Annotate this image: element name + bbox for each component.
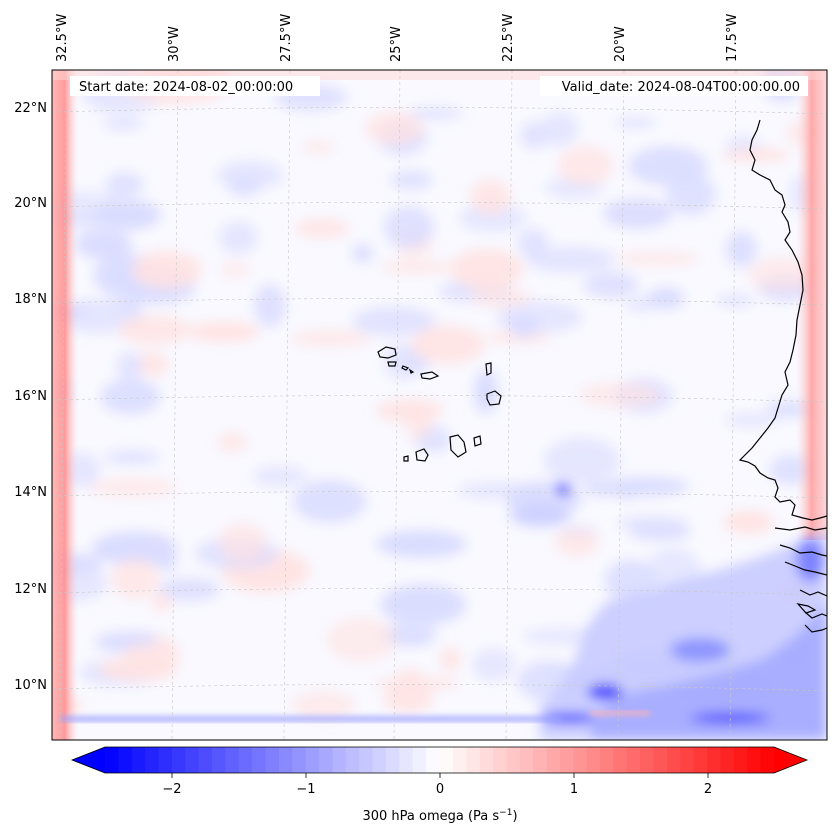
- parallel-line: [52, 491, 827, 499]
- colorbar-label-main: 300 hPa omega (Pa s: [362, 809, 499, 824]
- meridian-line: [505, 70, 513, 740]
- latitude-labels: 22°N 20°N 18°N 16°N 14°N 12°N 10°N: [14, 101, 47, 693]
- lon-label: 17.5°W: [725, 14, 740, 62]
- lat-label: 10°N: [14, 678, 47, 693]
- lon-label: 20°W: [613, 26, 628, 62]
- longitude-labels: 32.5°W 30°W 27.5°W 25°W 22.5°W 20°W 17.5…: [55, 14, 740, 62]
- africa-coast: [738, 119, 827, 521]
- meridian-line: [729, 70, 737, 740]
- lat-label: 18°N: [14, 292, 47, 307]
- colorbar-tick-label: −1: [296, 782, 315, 797]
- omega-field: [52, 70, 827, 740]
- lon-label: 30°W: [167, 26, 182, 62]
- lon-label: 27.5°W: [279, 14, 294, 62]
- parallel-line: [52, 395, 827, 403]
- colorbar-label-sup: −1: [499, 808, 512, 818]
- lat-label: 22°N: [14, 101, 47, 116]
- lat-label: 16°N: [14, 389, 47, 404]
- colorbar-ticks: [171, 773, 709, 778]
- colorbar-fill: [72, 747, 807, 773]
- graticule: [52, 70, 827, 740]
- start-date-text: Start date: 2024-08-02_00:00:00: [79, 80, 293, 95]
- colorbar-tick-label: 1: [570, 782, 578, 797]
- meridian-line: [617, 70, 625, 740]
- colorbar-tick-label: −2: [162, 782, 181, 797]
- parallel-line: [52, 107, 827, 115]
- lat-label: 12°N: [14, 582, 47, 597]
- meridian-line: [393, 70, 401, 740]
- colorbar-outline: [70, 746, 809, 774]
- meridian-line: [283, 70, 291, 740]
- parallel-line: [52, 588, 827, 596]
- cape-verde-islands: [377, 346, 397, 359]
- parallel-line: [52, 202, 827, 210]
- meridian-line: [171, 70, 179, 740]
- west-boundary-band: [52, 70, 78, 740]
- lon-label: 32.5°W: [55, 14, 70, 62]
- lon-label: 22.5°W: [501, 14, 516, 62]
- coastline: [377, 119, 827, 633]
- southern-blue-region: [510, 484, 827, 740]
- meridian-line: [59, 70, 67, 740]
- colorbar-tick-label: 2: [704, 782, 712, 797]
- colorbar-label: 300 hPa omega (Pa s−1): [362, 808, 517, 824]
- colorbar-label-end: ): [512, 809, 517, 824]
- start-date-box: [70, 76, 320, 96]
- lon-label: 25°W: [389, 26, 404, 62]
- lat-label: 20°N: [14, 196, 47, 211]
- parallel-line: [52, 298, 827, 306]
- parallel-line: [52, 684, 827, 692]
- colorbar: −2 −1 0 1 2 300 hPa omega (Pa s−1): [70, 746, 809, 824]
- valid-date-box: [540, 76, 808, 96]
- valid-date-text: Valid_date: 2024-08-04T00:00:00.00: [562, 80, 800, 95]
- colorbar-tick-label: 0: [436, 782, 444, 797]
- map-frame: [51, 69, 828, 741]
- lat-label: 14°N: [14, 485, 47, 500]
